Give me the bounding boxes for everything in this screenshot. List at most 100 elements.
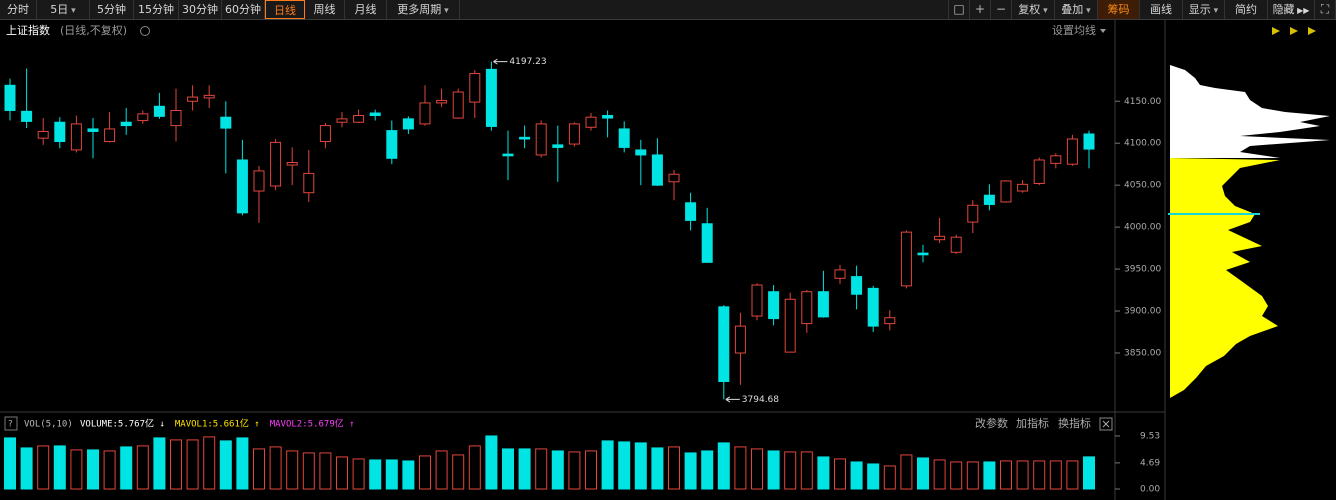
volume-bar (319, 452, 332, 490)
period-button[interactable]: 60分钟 (222, 0, 265, 19)
volume-bar (651, 447, 664, 490)
indicator-name: VOL(5,10) (24, 420, 73, 430)
candle-body (170, 109, 182, 127)
candle-body (1033, 159, 1045, 184)
volume-bar (352, 458, 365, 490)
y-tick-label: 0.00 (1140, 485, 1160, 495)
volume-bar (551, 450, 564, 490)
volume-bar (634, 442, 647, 490)
tool-group: □ + − 复权 叠加 筹码 画线 显示 简约 隐藏 ▶▶ ⛶ (948, 0, 1336, 19)
profile-icons[interactable] (1272, 27, 1316, 35)
volume-bar (900, 454, 913, 490)
tool-button-active[interactable]: 筹码 (1098, 0, 1140, 19)
candle-body (685, 202, 697, 221)
ma-button[interactable]: 设置均线 (1052, 23, 1096, 37)
volume-bar (336, 456, 348, 490)
volume-bar (518, 448, 531, 490)
chip-profile-lower (1170, 158, 1280, 398)
volume-bar (668, 446, 680, 490)
tool-button[interactable]: 画线 (1140, 0, 1183, 19)
indicator-button[interactable]: 加指标 (1016, 416, 1049, 430)
period-button-active[interactable]: 日线 (265, 0, 305, 19)
indicator-value: VOLUME:5.767亿 ↓ (80, 418, 165, 430)
candle-body (751, 284, 763, 317)
volume-bar (850, 461, 863, 490)
tool-button[interactable]: 简约 (1225, 0, 1268, 19)
volume-bar (817, 456, 830, 490)
y-tick-label: 3850.00 (1124, 348, 1161, 358)
fullscreen-icon[interactable]: ⛶ (1315, 0, 1336, 19)
zoom-out-icon[interactable]: − (991, 0, 1012, 19)
candle-body (386, 130, 398, 159)
candle-body (353, 115, 365, 123)
help-icon[interactable] (4, 416, 18, 431)
candle-body (718, 306, 730, 383)
candle-body (270, 141, 282, 187)
volume-bar (253, 448, 265, 490)
volume-bar (203, 436, 216, 490)
candle-body (104, 128, 116, 143)
volume-bar (186, 439, 199, 490)
period-button[interactable]: 分时 (0, 0, 37, 19)
candle-body (867, 287, 879, 327)
volume-bar (385, 459, 398, 490)
candle-body (137, 113, 149, 122)
candle-body (983, 194, 995, 205)
close-cross (1102, 420, 1110, 428)
volume-bar (219, 440, 232, 490)
period-button[interactable]: 30分钟 (179, 0, 222, 19)
candle-body (801, 291, 813, 325)
tool-button[interactable]: 显示 (1183, 0, 1225, 19)
period-button[interactable]: 更多周期 (387, 0, 460, 19)
volume-bar (800, 451, 813, 490)
volume-bar (767, 450, 780, 490)
candle-body (934, 235, 946, 241)
indicator-button[interactable]: 改参数 (975, 416, 1008, 430)
indicator-button[interactable]: 换指标 (1058, 416, 1091, 430)
settings-icon[interactable] (140, 26, 150, 36)
volume-bar (950, 461, 963, 490)
y-tick-label: 3950.00 (1124, 265, 1161, 275)
volume-bar (485, 435, 498, 490)
period-button[interactable]: 5日 (37, 0, 90, 19)
volume-bar (70, 449, 83, 490)
candle-body (54, 121, 66, 143)
candle-body (220, 116, 232, 129)
low-arrow (725, 396, 740, 403)
period-button[interactable]: 15分钟 (134, 0, 179, 19)
volume-bar (1016, 460, 1029, 490)
candle-body (851, 276, 863, 295)
tool-button[interactable]: 复权 (1012, 0, 1055, 19)
volume-bar (701, 450, 714, 490)
candle-body (253, 170, 265, 192)
zoom-in-icon[interactable]: + (970, 0, 991, 19)
period-button[interactable]: 5分钟 (90, 0, 134, 19)
volume-bar (834, 458, 846, 490)
volume-bar (784, 451, 797, 490)
volume-bar (302, 452, 315, 490)
lock-icon[interactable]: □ (948, 0, 970, 19)
candle-body (651, 154, 663, 186)
close-icon[interactable] (1099, 417, 1113, 431)
candle-body (319, 125, 331, 143)
tool-button[interactable]: 隐藏 ▶▶ (1268, 0, 1315, 19)
period-button[interactable]: 月线 (345, 0, 387, 19)
volume-bar (435, 450, 448, 490)
candle-body (535, 123, 547, 156)
candle-body (485, 68, 497, 127)
candle-body (419, 102, 431, 125)
candle-body (452, 91, 464, 119)
period-button[interactable]: 周线 (305, 0, 345, 19)
tool-button[interactable]: 叠加 (1055, 0, 1098, 19)
volume-bar (751, 448, 763, 490)
volume-bar (502, 448, 514, 490)
y-tick-label: 4050.00 (1124, 181, 1161, 191)
candle-body (402, 118, 414, 130)
volume-bar (601, 440, 614, 490)
candle-body (1083, 133, 1095, 150)
candle-body (286, 162, 298, 166)
candle-body (502, 153, 514, 157)
volume-bar (4, 437, 16, 490)
candle-body (1050, 155, 1062, 164)
